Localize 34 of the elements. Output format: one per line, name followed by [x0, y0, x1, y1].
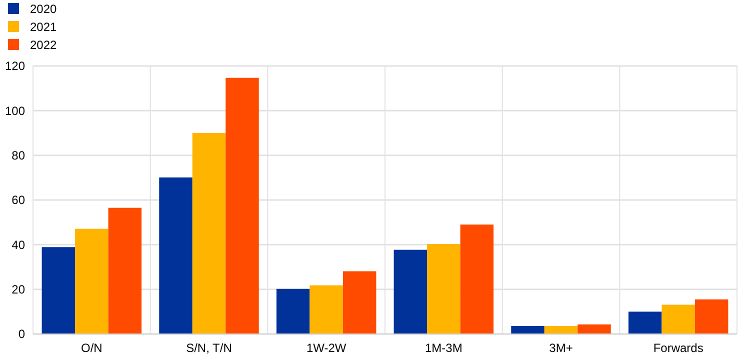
bar [628, 312, 662, 334]
x-tick-label: S/N, T/N [186, 341, 232, 355]
bar [276, 288, 310, 334]
legend-label: 2020 [30, 2, 58, 16]
bar [42, 247, 76, 334]
y-tick-label: 40 [12, 238, 26, 252]
bar [694, 299, 728, 334]
bar [427, 244, 460, 334]
bar [192, 133, 226, 334]
bar [159, 177, 192, 334]
bar [310, 285, 343, 334]
y-tick-label: 20 [12, 282, 26, 297]
bar [108, 208, 142, 334]
bar [342, 271, 376, 334]
y-tick-label: 60 [12, 193, 26, 208]
bar [511, 326, 544, 334]
bar [394, 250, 428, 334]
x-tick-label: 3M+ [549, 341, 573, 355]
x-tick-label: Forwards [653, 341, 704, 355]
bar [226, 78, 259, 334]
y-tick-label: 120 [4, 59, 26, 74]
bar [460, 224, 494, 334]
legend-label: 2021 [30, 20, 58, 34]
y-tick-label: 0 [18, 327, 26, 342]
bar [75, 228, 108, 334]
x-tick-label: 1W-2W [306, 341, 347, 355]
y-tick-label: 80 [12, 148, 26, 163]
bar [662, 304, 695, 334]
x-tick-label: 1M-3M [424, 341, 462, 355]
y-tick-label: 100 [4, 104, 26, 118]
bar [544, 326, 578, 334]
x-tick-label: O/N [80, 341, 102, 355]
legend-label: 2022 [30, 38, 58, 52]
bar [578, 324, 611, 334]
